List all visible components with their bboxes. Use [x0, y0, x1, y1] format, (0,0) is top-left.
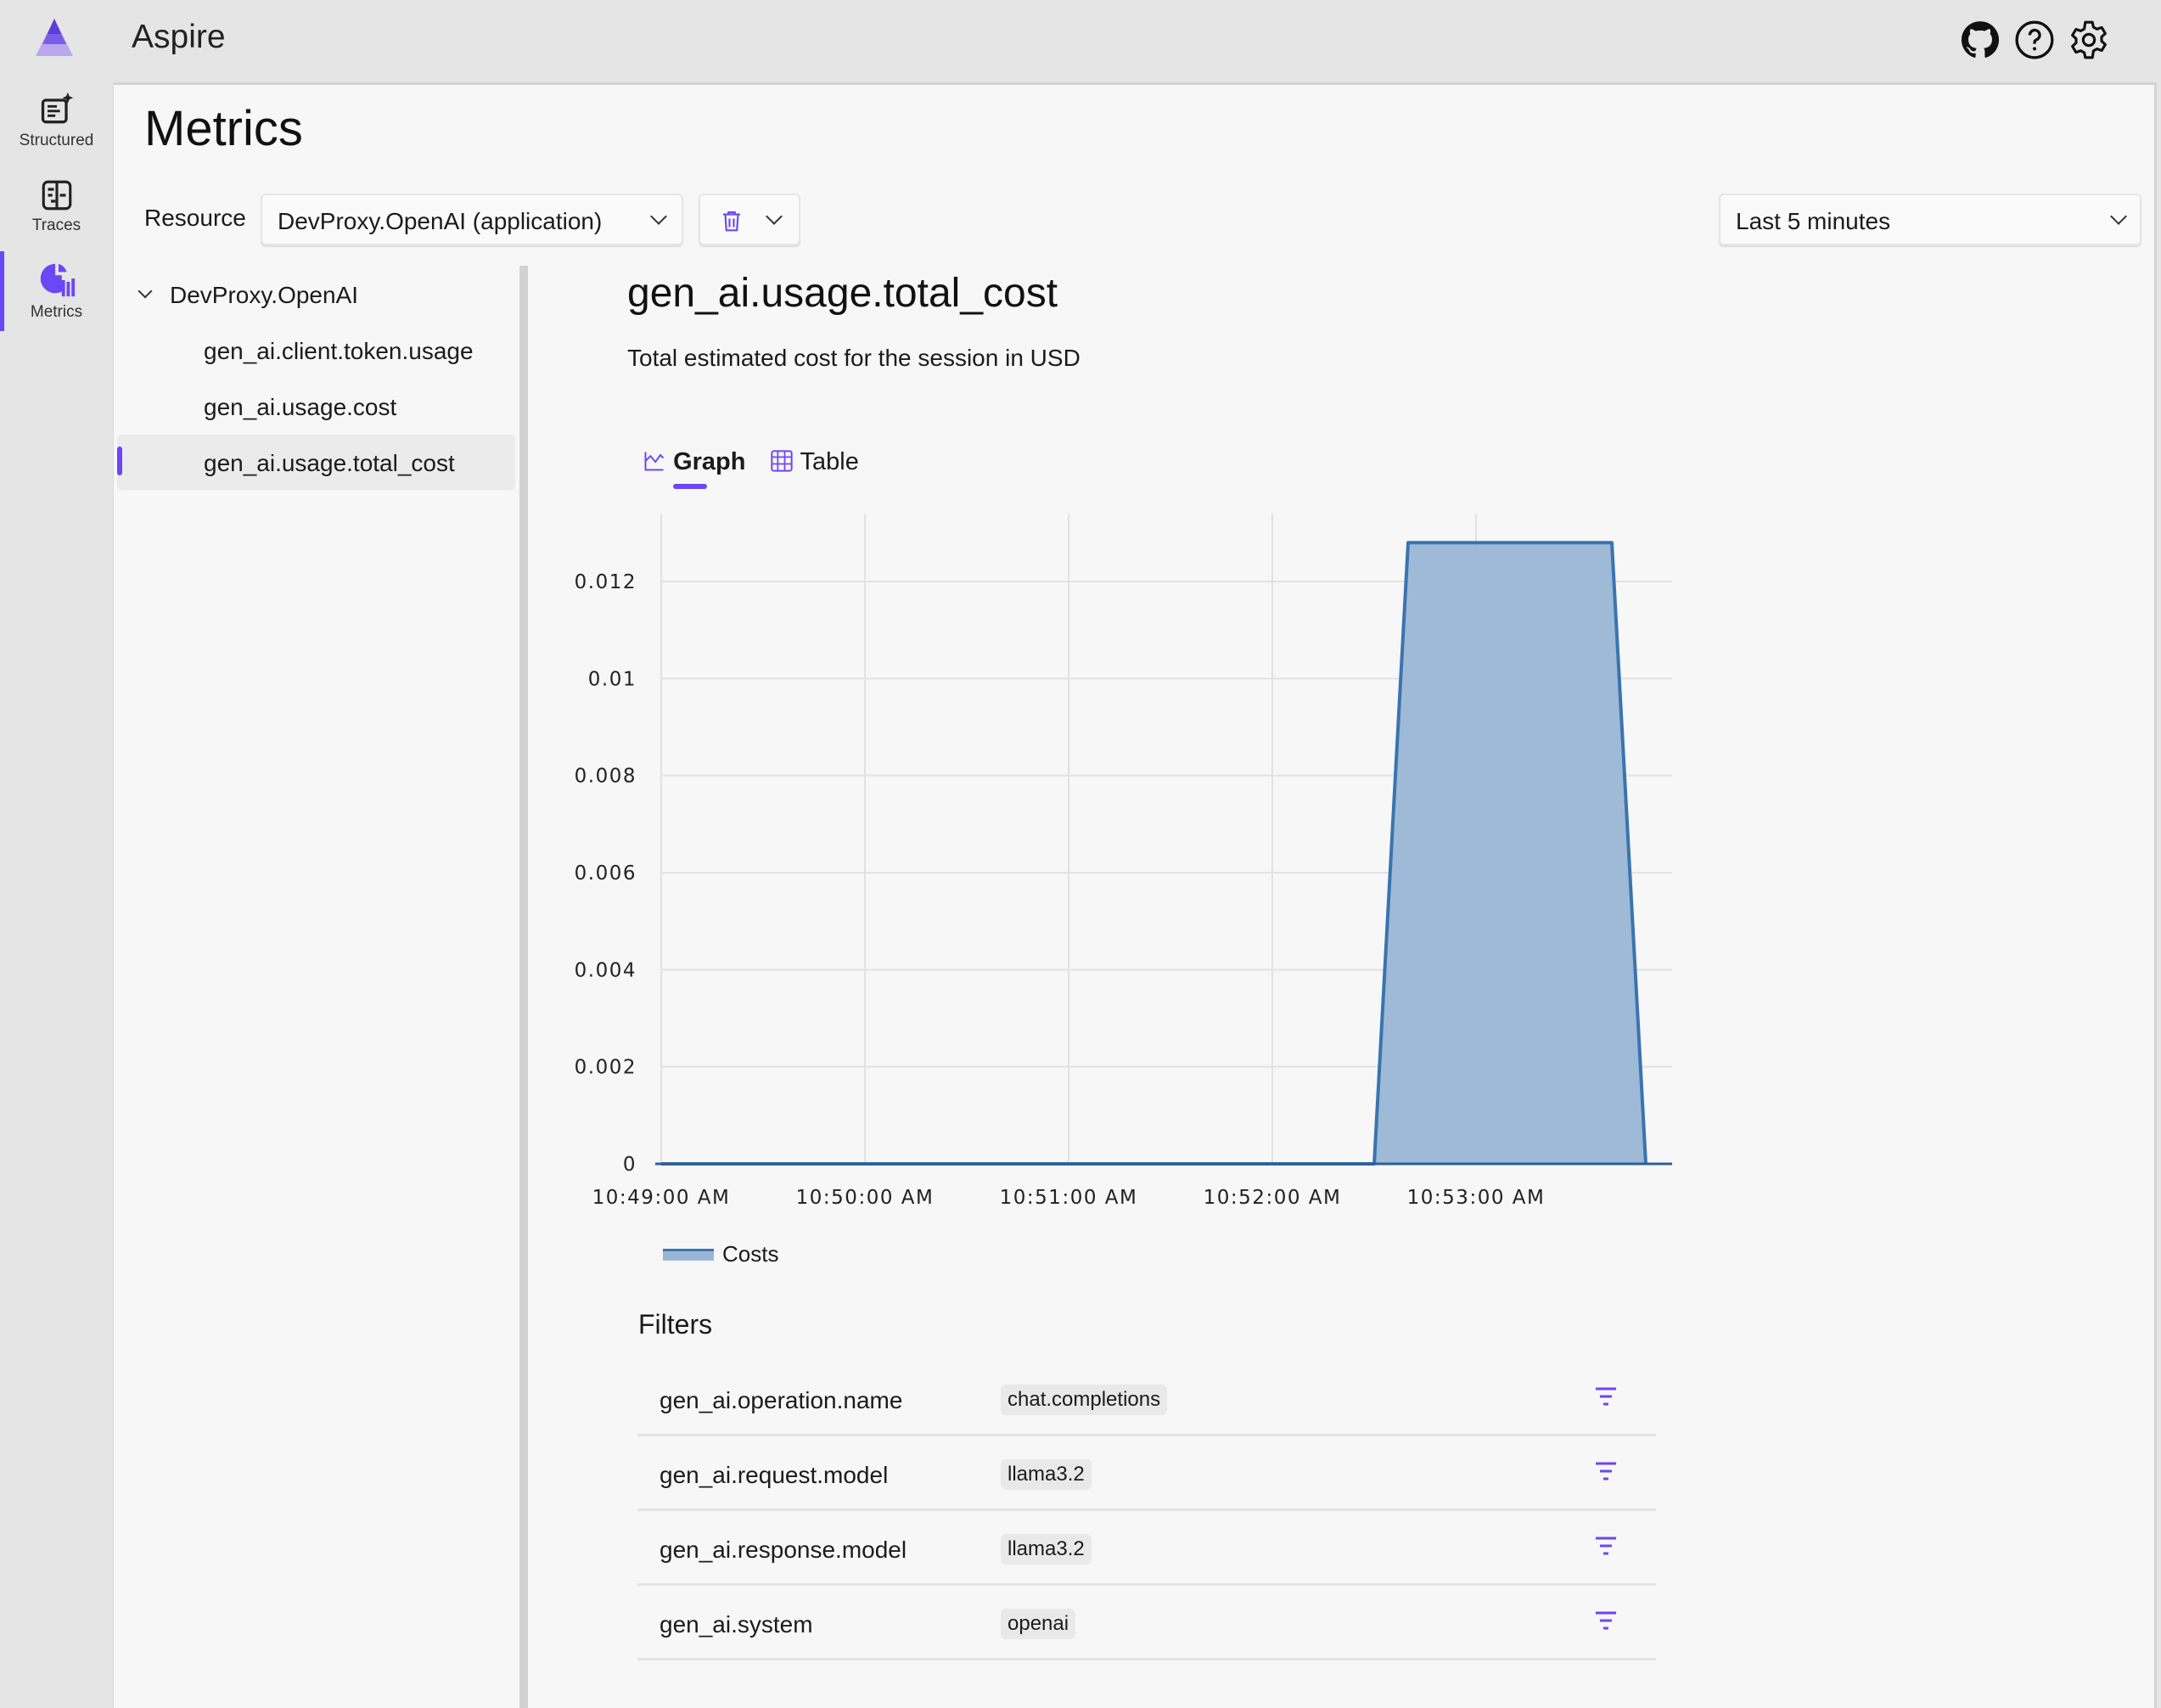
tab-table[interactable]: Table — [770, 448, 859, 476]
tree-item-selected[interactable]: gen_ai.usage.total_cost — [204, 450, 455, 476]
top-bar: Aspire — [0, 0, 2161, 82]
nav-item-structured[interactable]: Structured — [0, 91, 113, 171]
nav-label: Metrics — [30, 303, 83, 321]
nav-label: Traces — [31, 216, 81, 234]
filter-name: gen_ai.system — [660, 1611, 813, 1638]
filter-icon[interactable] — [1593, 1460, 1619, 1482]
traces-icon — [42, 180, 71, 211]
filter-value-chip: llama3.2 — [1001, 1459, 1092, 1490]
trash-icon — [723, 211, 740, 232]
table-icon — [771, 450, 793, 472]
resource-select-value: DevProxy.OpenAI (application) — [278, 208, 603, 234]
graph-icon — [644, 452, 665, 471]
chevron-down-icon — [766, 208, 783, 225]
panel-splitter[interactable] — [519, 266, 528, 1708]
time-range-select[interactable]: Last 5 minutes — [1719, 194, 2141, 245]
clear-data-button[interactable] — [699, 194, 800, 245]
structured-logs-icon — [41, 92, 73, 124]
tab-graph-label: Graph — [673, 448, 746, 475]
filter-name: gen_ai.request.model — [660, 1462, 889, 1488]
legend-swatch — [663, 1249, 714, 1261]
settings-icon[interactable] — [2068, 19, 2110, 61]
tree-selected-indicator — [117, 447, 122, 475]
filter-value-chip: chat.completions — [1001, 1385, 1168, 1415]
time-range-value: Last 5 minutes — [1736, 208, 1891, 234]
resource-select[interactable]: DevProxy.OpenAI (application) — [261, 194, 683, 245]
help-icon[interactable] — [2013, 19, 2056, 61]
tree-item[interactable]: gen_ai.client.token.usage — [204, 338, 474, 364]
tab-table-label: Table — [800, 448, 859, 475]
metric-title: gen_ai.usage.total_cost — [627, 271, 1058, 316]
filter-name: gen_ai.operation.name — [660, 1387, 903, 1413]
tab-graph[interactable]: Graph — [643, 448, 745, 476]
filter-name: gen_ai.response.model — [660, 1537, 907, 1563]
side-nav: Structured Traces Metrics — [0, 82, 113, 1708]
filter-row: gen_ai.system openai — [637, 1586, 1656, 1660]
tree-root[interactable]: DevProxy.OpenAI — [170, 282, 359, 308]
aspire-logo-icon[interactable] — [32, 17, 76, 58]
app-title: Aspire — [132, 19, 226, 55]
tree-item[interactable]: gen_ai.usage.cost — [204, 394, 397, 420]
filter-value-chip: llama3.2 — [1001, 1534, 1092, 1565]
nav-item-traces[interactable]: Traces — [0, 177, 113, 258]
filters-heading: Filters — [638, 1309, 713, 1340]
filter-icon[interactable] — [1593, 1535, 1619, 1557]
filter-icon[interactable] — [1593, 1385, 1619, 1407]
chevron-down-icon — [2110, 208, 2127, 225]
filter-value-chip: openai — [1001, 1609, 1076, 1639]
filter-row: gen_ai.request.model llama3.2 — [637, 1436, 1656, 1511]
tab-active-underline — [673, 484, 707, 489]
tree-item-selected-bg — [117, 435, 515, 490]
metric-description: Total estimated cost for the session in … — [627, 345, 1080, 371]
metrics-icon — [40, 263, 75, 297]
nav-item-metrics[interactable]: Metrics — [0, 261, 113, 341]
chevron-down-icon — [650, 208, 667, 225]
nav-active-indicator — [0, 251, 4, 331]
resource-label: Resource — [144, 205, 246, 231]
legend-label[interactable]: Costs — [722, 1241, 779, 1267]
nav-label: Structured — [19, 132, 94, 149]
filter-row: gen_ai.response.model llama3.2 — [637, 1511, 1656, 1586]
filter-icon[interactable] — [1593, 1610, 1619, 1632]
filter-row: gen_ai.operation.name chat.completions — [637, 1362, 1656, 1436]
github-icon[interactable] — [1959, 19, 2001, 61]
page-title: Metrics — [144, 101, 303, 156]
